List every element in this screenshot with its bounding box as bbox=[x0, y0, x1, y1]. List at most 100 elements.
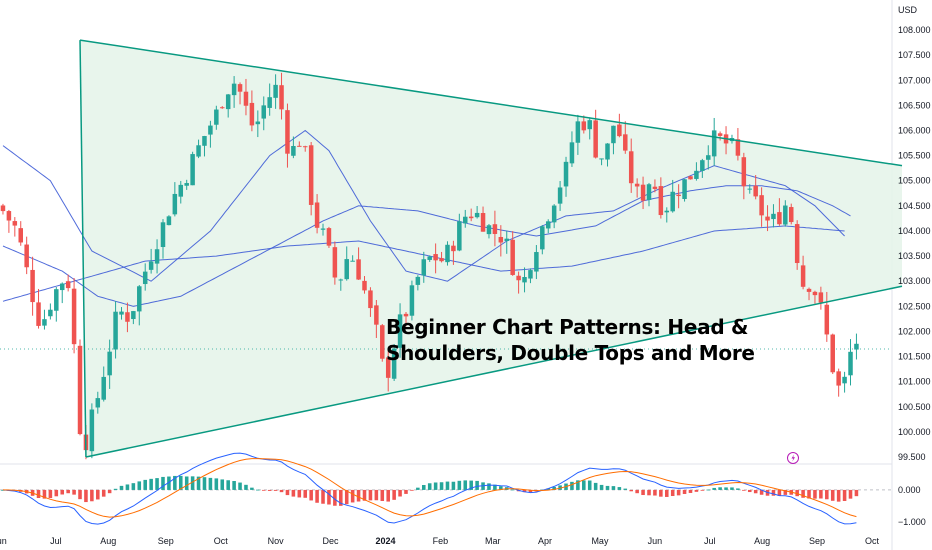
candle-body bbox=[848, 351, 853, 376]
candle bbox=[214, 105, 219, 130]
macd-histogram-bar bbox=[522, 489, 527, 493]
macd-histogram-bar bbox=[297, 489, 302, 498]
candle-body bbox=[0, 205, 6, 212]
candle bbox=[563, 156, 569, 197]
candle bbox=[18, 221, 23, 246]
price-tick-label: 106.500 bbox=[898, 100, 931, 110]
triangle-left-line[interactable] bbox=[79, 40, 87, 457]
candle bbox=[765, 205, 770, 232]
candle bbox=[338, 278, 344, 291]
candle-body bbox=[113, 311, 118, 350]
headline-overlay: Beginner Chart Patterns: Head & Shoulder… bbox=[386, 315, 755, 365]
triangle-upper-line[interactable] bbox=[79, 39, 903, 167]
candle-body bbox=[95, 398, 101, 408]
candle bbox=[101, 366, 106, 402]
candle bbox=[65, 274, 71, 292]
macd-panel bbox=[0, 452, 892, 525]
macd-histogram-bar bbox=[664, 489, 669, 497]
macd-histogram-bar bbox=[285, 489, 290, 496]
candle-body bbox=[777, 212, 782, 225]
candle-body bbox=[540, 226, 545, 250]
candle bbox=[498, 225, 504, 257]
time-axis[interactable]: Jun Jul Aug Sep Oct Nov Dec 2024 Feb Mar Apr May Jun… bbox=[0, 536, 879, 546]
candle-body bbox=[492, 224, 498, 234]
macd-histogram-bar bbox=[830, 489, 835, 501]
candle-body bbox=[77, 345, 83, 435]
macd-histogram-bar bbox=[267, 489, 272, 491]
macd-histogram-bar bbox=[593, 482, 598, 490]
candle-body bbox=[569, 142, 575, 164]
candle-body bbox=[474, 212, 480, 218]
time-tick-label: Aug bbox=[100, 536, 116, 546]
macd-line bbox=[2, 452, 857, 525]
time-tick-label: May bbox=[591, 536, 609, 546]
macd-histogram-bar bbox=[819, 489, 823, 499]
candle-body bbox=[676, 194, 681, 197]
macd-histogram-bar bbox=[184, 476, 189, 490]
candle bbox=[113, 301, 118, 359]
candle bbox=[119, 307, 124, 320]
triangle-lower-line[interactable] bbox=[85, 285, 903, 458]
candle-body bbox=[794, 224, 800, 264]
candle bbox=[314, 194, 320, 234]
time-tick-label: Jun bbox=[0, 536, 7, 546]
macd-histogram-bar bbox=[101, 489, 106, 497]
candle-body bbox=[148, 261, 154, 270]
macd-histogram-bar bbox=[374, 489, 379, 501]
time-tick-label: Jul bbox=[50, 536, 62, 546]
candle bbox=[202, 135, 207, 157]
macd-histogram-bar bbox=[427, 483, 432, 490]
candle bbox=[409, 280, 415, 321]
candle bbox=[320, 223, 326, 236]
candle bbox=[599, 158, 604, 166]
candle bbox=[676, 184, 681, 209]
macd-histogram-bar bbox=[350, 489, 355, 503]
candle-body bbox=[119, 311, 124, 315]
macd-histogram-bar bbox=[36, 489, 41, 499]
macd-histogram-bar bbox=[647, 489, 651, 496]
candle-body bbox=[374, 305, 379, 325]
candle-body bbox=[166, 216, 172, 226]
lightning-icon[interactable] bbox=[787, 452, 799, 464]
macd-histogram-bar bbox=[854, 489, 859, 497]
candle bbox=[297, 141, 302, 147]
macd-histogram-bar bbox=[344, 489, 349, 505]
candle bbox=[190, 151, 195, 186]
price-tick-label: 104.500 bbox=[898, 201, 931, 211]
candle bbox=[581, 115, 587, 134]
macd-histogram-bar bbox=[623, 488, 628, 490]
time-tick-label: Oct bbox=[865, 536, 880, 546]
candle bbox=[706, 145, 711, 170]
candle bbox=[125, 302, 130, 333]
macd-tick-label: −1.000 bbox=[898, 517, 926, 527]
candle-body bbox=[563, 161, 569, 187]
macd-histogram-bar bbox=[161, 476, 165, 490]
macd-histogram-bar bbox=[72, 489, 76, 495]
macd-histogram-bar bbox=[570, 481, 574, 490]
candle bbox=[480, 206, 486, 232]
candle bbox=[225, 93, 231, 118]
macd-histogram-bar bbox=[688, 489, 693, 493]
macd-histogram-bar bbox=[125, 484, 130, 490]
candle bbox=[545, 219, 551, 234]
candle-body bbox=[516, 275, 521, 281]
candle bbox=[231, 76, 237, 108]
price-axis[interactable]: USD 108.000 107.500 107.000 106.500 106.000 10… bbox=[898, 5, 931, 527]
macd-histogram-bar bbox=[291, 489, 296, 497]
candle-body bbox=[700, 160, 705, 171]
macd-histogram-bar bbox=[836, 489, 841, 502]
candle bbox=[326, 226, 332, 248]
macd-histogram-bar bbox=[605, 485, 610, 490]
macd-histogram-bar bbox=[137, 481, 142, 490]
candle-body bbox=[480, 213, 486, 232]
macd-histogram-bar bbox=[149, 478, 153, 490]
macd-histogram-bar bbox=[706, 489, 711, 491]
candle bbox=[344, 246, 349, 281]
candle bbox=[142, 263, 148, 291]
candle bbox=[854, 333, 859, 360]
candle bbox=[700, 158, 705, 178]
candle-body bbox=[415, 276, 421, 285]
time-tick-label: Dec bbox=[323, 536, 340, 546]
macd-histogram-bar bbox=[220, 479, 225, 490]
